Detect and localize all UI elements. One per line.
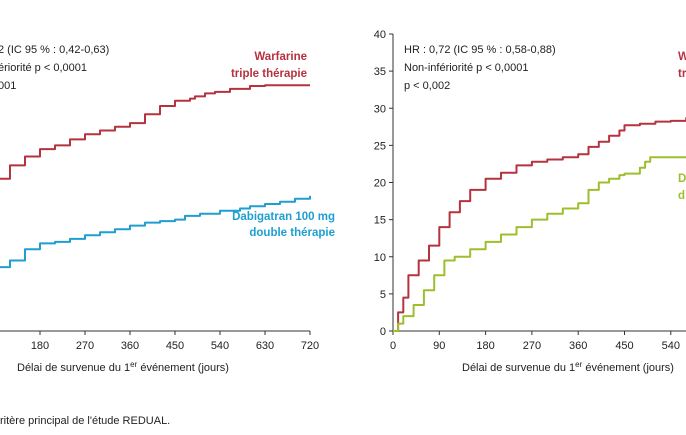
panel-2-annotation: Non-infériorité p < 0,0001 <box>404 62 528 74</box>
panel-2-y-tick-label: 30 <box>374 103 386 115</box>
panel-1-x-tick-label: 720 <box>301 340 319 352</box>
panel-2-series-line-2 <box>393 156 686 332</box>
panel-2-y-tick-label: 10 <box>374 252 386 264</box>
panel-2-y-tick-label: 20 <box>374 178 386 190</box>
panel-2-series-label-2: d <box>678 190 685 202</box>
panel-2-x-tick-label: 180 <box>476 340 494 352</box>
panel-2-series-label-1: trip <box>678 68 686 80</box>
panel-2-y-tick-label: 15 <box>374 215 386 227</box>
panel-2-series-label-1: W <box>678 51 686 63</box>
panel-1-x-tick-label: 360 <box>121 340 139 352</box>
panel-2-y-tick-label: 0 <box>380 326 386 338</box>
panel-1-series-label-2: double thérapie <box>249 227 335 239</box>
figure-caption: ritère principal de l'étude REDUAL. <box>0 415 171 427</box>
panel-2-x-tick-label: 90 <box>433 340 445 352</box>
panel-1-annotation: 2 (IC 95 % : 0,42-0,63) <box>0 44 109 56</box>
panel-2-x-tick-label: 360 <box>569 340 587 352</box>
panel-2-series-line-1 <box>393 117 686 332</box>
panel-1-x-tick-label: 450 <box>166 340 184 352</box>
panel-1-series-label-1: triple thérapie <box>231 68 307 80</box>
panel-2-series-label-2: D <box>678 173 686 185</box>
panel-1-series-line-2 <box>0 195 311 269</box>
panel-1-annotation: ériorité p < 0,0001 <box>0 62 87 74</box>
panel-2-x-axis-label: Délai de survenue du 1er événement (jour… <box>462 360 674 375</box>
panel-2-x-tick-label: 270 <box>523 340 541 352</box>
panel-2-annotation: p < 0,002 <box>404 80 450 92</box>
panel-2-x-tick-label: 540 <box>662 340 680 352</box>
panel-1-x-tick-label: 270 <box>76 340 94 352</box>
panel-1-x-tick-label: 180 <box>31 340 49 352</box>
panel-1-series-label-2: Dabigatran 100 mg <box>232 211 335 223</box>
panel-2-y-tick-label: 25 <box>374 140 386 152</box>
panel-2-y-tick-label: 5 <box>380 289 386 301</box>
panel-1-series-line-1 <box>0 84 310 180</box>
panel-2-y-tick-label: 35 <box>374 66 386 78</box>
panel-2-x-tick-label: 450 <box>615 340 633 352</box>
panel-1-x-tick-label: 540 <box>211 340 229 352</box>
panel-1-annotation: 001 <box>0 80 16 92</box>
panel-2-y-tick-label: 40 <box>374 29 386 41</box>
panel-2-annotation: HR : 0,72 (IC 95 % : 0,58-0,88) <box>404 44 556 56</box>
panel-1-x-axis-label: Délai de survenue du 1er événement (jour… <box>17 360 229 375</box>
panel-1-x-tick-label: 630 <box>256 340 274 352</box>
panel-2-x-tick-label: 0 <box>390 340 396 352</box>
panel-1-series-label-1: Warfarine <box>254 51 307 63</box>
